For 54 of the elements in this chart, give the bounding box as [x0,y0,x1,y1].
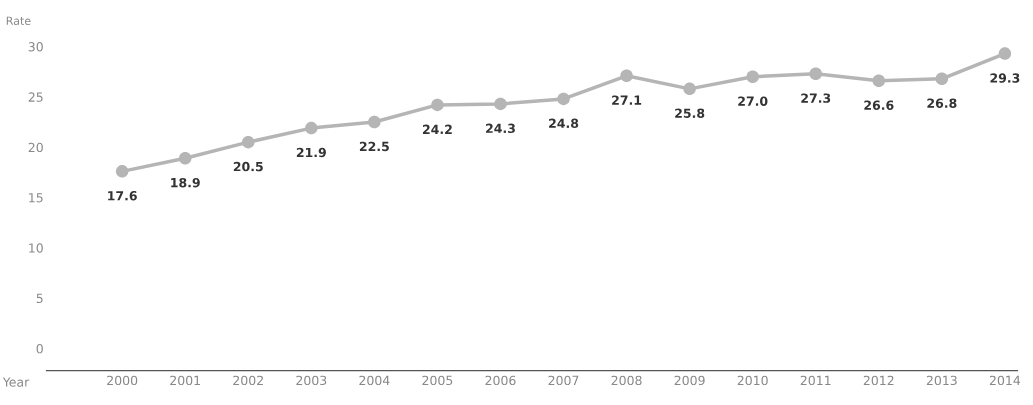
point [872,74,886,88]
point [494,97,507,111]
x-tick-label: 2002 [233,375,263,386]
point [620,69,633,83]
point [431,98,444,112]
y-tick-label: 10 [29,243,43,253]
x-axis-title: Year [2,377,30,387]
x-tick-label: 2001 [170,375,200,386]
x-tick-label: 2004 [359,375,390,386]
text: 29.3 [990,73,1020,83]
text: 22.5 [359,141,389,152]
y-tick-label: 20 [28,142,43,153]
text: 24.8 [549,118,579,129]
text: 21.9 [296,147,326,158]
text: 24.2 [422,124,452,134]
point [305,121,318,135]
text: 27.0 [738,96,768,106]
text: 18.9 [171,177,200,188]
point [935,72,949,86]
point [746,70,759,84]
text: 20.5 [233,161,263,172]
point [557,92,570,106]
point [368,115,381,129]
x-tick-label: 2013 [926,375,957,386]
x-tick-label: 2006 [485,375,516,386]
x-tick-label: 2005 [422,375,453,386]
x-tick-label: 2007 [548,375,579,386]
y-tick-label: 15 [29,193,43,203]
y-tick-label: 25 [28,92,43,102]
point [178,152,192,165]
x-tick-label: 2000 [107,375,138,386]
text: 26.6 [864,100,894,110]
point [242,135,255,149]
text: 25.8 [675,108,705,118]
text: 17.6 [108,191,137,201]
y-axis-title: Rate [6,16,31,25]
x-tick-label: 2009 [674,375,705,386]
x-tick-label: 2014 [989,375,1021,386]
text: 24.3 [486,123,515,134]
y-tick-label: 30 [28,42,43,52]
point [683,82,696,96]
text: 26.8 [927,98,957,108]
point [998,47,1012,60]
x-tick-label: 2003 [296,375,327,386]
y-tick-label: 5 [36,293,43,304]
point [115,165,129,178]
point [809,67,822,80]
y-tick-label: 0 [36,343,43,354]
x-tick-label: 2010 [737,375,768,386]
x-tick-label: 2008 [611,375,642,386]
text: 27.3 [801,93,831,103]
x-tick-label: 2012 [863,375,894,386]
text: 27.1 [612,95,642,105]
x-tick-label: 2011 [800,375,831,386]
